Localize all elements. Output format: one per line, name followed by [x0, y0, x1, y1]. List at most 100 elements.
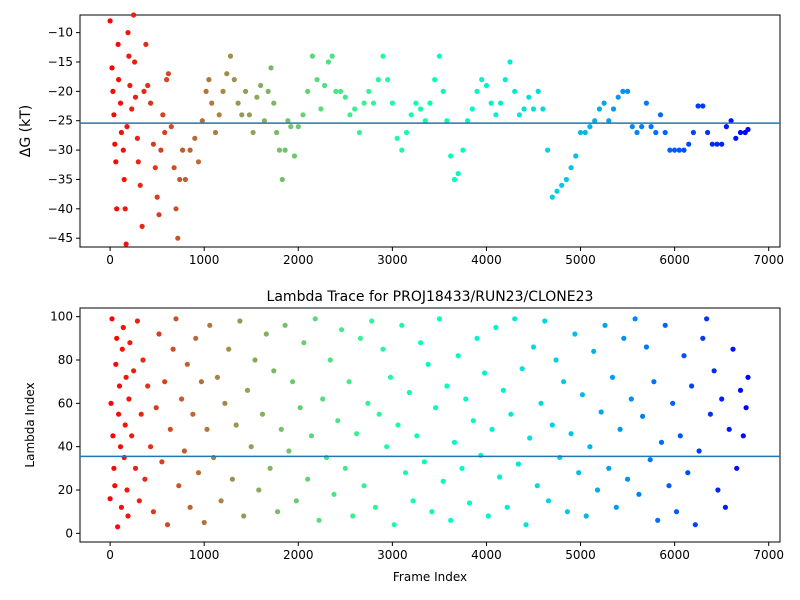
- data-point: [640, 413, 646, 419]
- data-point: [286, 448, 292, 454]
- data-point: [628, 396, 634, 402]
- data-point: [707, 411, 714, 417]
- data-point: [370, 100, 377, 106]
- data-point: [117, 444, 124, 450]
- y-tick-label: 20: [58, 483, 73, 497]
- data-point: [111, 465, 117, 471]
- data-point: [700, 103, 706, 109]
- data-point: [485, 513, 491, 519]
- data-point: [459, 465, 465, 471]
- data-point: [131, 12, 137, 18]
- data-point: [271, 100, 277, 106]
- data-point: [418, 106, 424, 112]
- data-point: [500, 387, 506, 393]
- data-point: [521, 106, 527, 112]
- data-point: [568, 165, 574, 171]
- data-point: [246, 112, 252, 118]
- data-point: [673, 509, 680, 515]
- data-point: [118, 129, 124, 136]
- data-point: [338, 88, 344, 94]
- data-point: [470, 418, 476, 424]
- data-point: [408, 112, 414, 118]
- data-point: [116, 383, 123, 389]
- x-tick-label: 0: [106, 548, 114, 562]
- data-point: [474, 335, 480, 341]
- data-point: [689, 383, 695, 389]
- data-point: [123, 241, 129, 247]
- data-point: [737, 129, 744, 136]
- data-point: [587, 124, 593, 130]
- x-tick-label: 3000: [377, 548, 408, 562]
- data-point: [218, 498, 224, 504]
- data-point: [380, 53, 386, 59]
- data-point: [274, 129, 280, 136]
- data-point: [141, 88, 147, 94]
- data-point: [403, 129, 410, 136]
- data-point: [115, 41, 121, 48]
- data-point: [634, 129, 640, 136]
- data-point: [455, 171, 461, 177]
- data-point: [154, 194, 160, 200]
- data-point: [271, 368, 277, 374]
- data-point: [293, 498, 299, 504]
- data-point: [719, 141, 725, 147]
- data-point: [134, 135, 140, 141]
- data-point: [606, 118, 612, 124]
- data-point: [643, 344, 650, 350]
- data-point: [530, 106, 537, 112]
- y-axis-ticks: 0 20 40 60 80 100: [50, 310, 80, 540]
- data-point: [577, 129, 584, 136]
- data-point: [176, 483, 182, 489]
- data-point: [327, 357, 333, 363]
- plot-area-frame: [79, 307, 781, 543]
- x-tick-label: 4000: [471, 253, 502, 267]
- chart-title: Lambda Trace for PROJ18433/RUN23/CLONE23: [267, 289, 594, 305]
- y-tick-label: −15: [48, 55, 73, 69]
- data-point: [190, 411, 196, 417]
- data-point: [598, 409, 604, 415]
- plot-area-frame: [79, 14, 781, 248]
- x-axis-label: Frame Index: [393, 570, 467, 584]
- data-point: [126, 53, 132, 59]
- data-point: [160, 112, 166, 118]
- data-point: [534, 483, 540, 489]
- data-point: [559, 182, 565, 188]
- data-point: [309, 53, 315, 59]
- data-point: [224, 71, 230, 77]
- data-point: [700, 335, 706, 341]
- data-point: [113, 361, 119, 367]
- y-tick-label: −20: [48, 84, 73, 98]
- data-point: [385, 77, 391, 83]
- x-tick-label: 4000: [471, 548, 502, 562]
- data-point: [214, 374, 220, 380]
- data-point: [256, 487, 262, 493]
- y-tick-label: −10: [48, 26, 73, 40]
- data-point: [394, 135, 400, 141]
- data-point: [258, 82, 264, 89]
- data-point: [425, 361, 431, 367]
- data-point: [502, 77, 508, 83]
- data-point: [116, 77, 122, 83]
- y-axis-ticks: −45 −40 −35 −30 −25 −20 −15 −10: [48, 26, 80, 245]
- x-tick-label: 1000: [189, 548, 220, 562]
- data-point: [139, 223, 145, 229]
- data-point: [615, 94, 621, 100]
- data-point: [265, 88, 271, 94]
- data-point: [692, 522, 698, 528]
- data-point: [365, 400, 371, 406]
- data-point: [613, 504, 619, 510]
- data-point: [268, 65, 274, 71]
- data-point: [488, 100, 494, 106]
- data-point: [389, 100, 395, 106]
- x-tick-label: 7000: [753, 253, 784, 267]
- data-point: [436, 316, 442, 322]
- data-point: [173, 316, 179, 322]
- data-point: [512, 88, 518, 94]
- data-point: [140, 357, 146, 363]
- data-point: [132, 94, 139, 100]
- data-point: [676, 147, 682, 153]
- y-axis-label: Lambda Index: [23, 382, 37, 467]
- data-point: [180, 147, 186, 153]
- data-point: [361, 100, 367, 106]
- data-point: [591, 348, 597, 354]
